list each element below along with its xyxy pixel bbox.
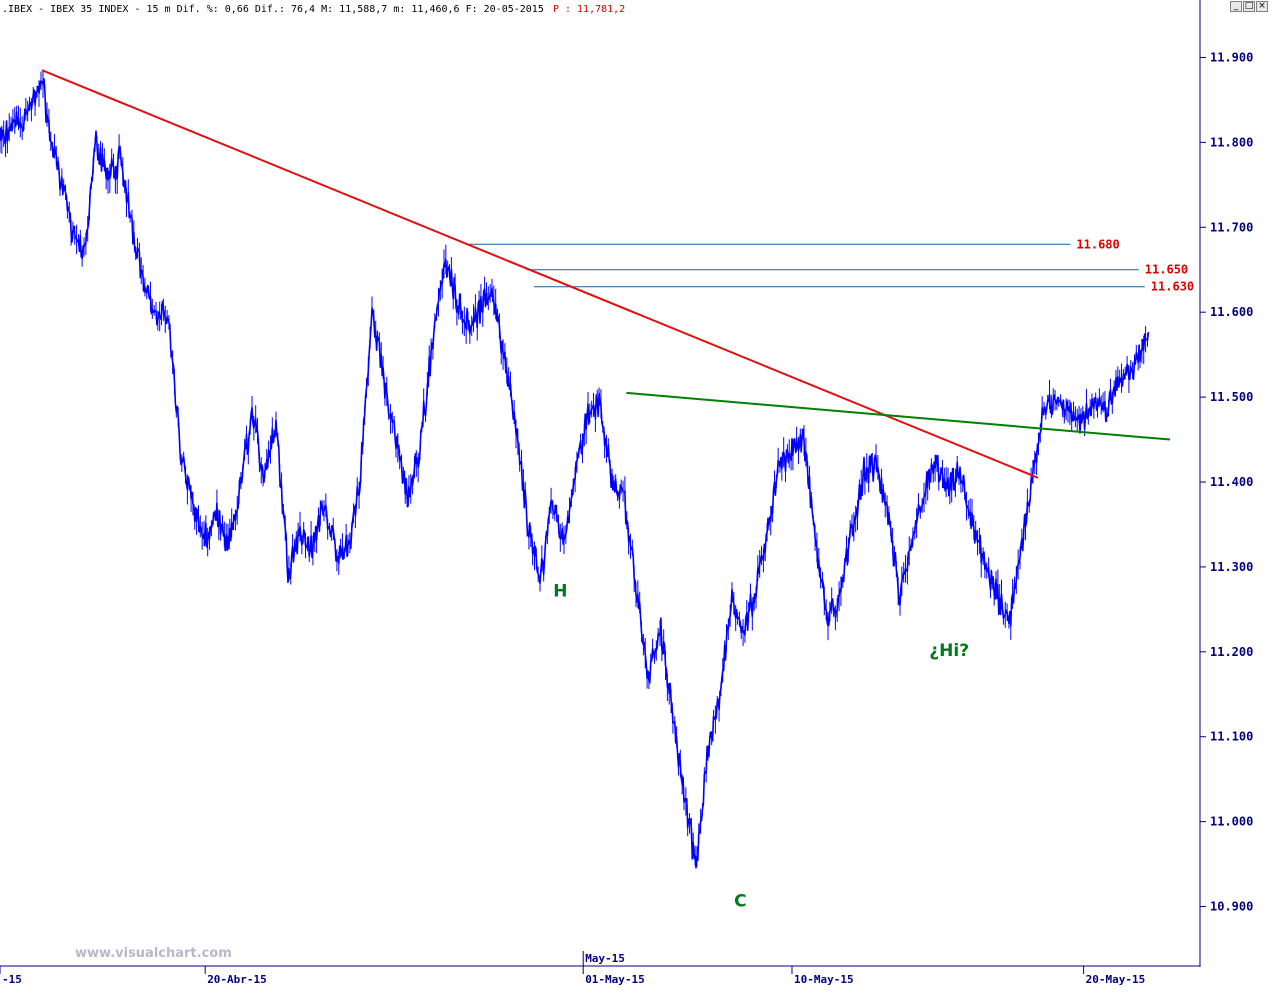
x-tick-label: 20-Abr-15 <box>207 973 267 986</box>
level-label: 11.650 <box>1145 263 1188 277</box>
header-info: .IBEX - IBEX 35 INDEX - 15 m Dif. %: 0,6… <box>2 4 544 15</box>
y-tick-label: 11.400 <box>1210 475 1253 489</box>
x-tick-label: 01-May-15 <box>585 973 645 986</box>
price-series-line <box>0 78 1150 869</box>
minimize-button[interactable]: _ <box>1230 1 1242 12</box>
y-tick-label: 11.800 <box>1210 135 1253 149</box>
x-tick-label: 20-May-15 <box>1086 973 1146 986</box>
watermark-text: www.visualchart.com <box>75 946 232 961</box>
level-label: 11.680 <box>1076 237 1119 251</box>
header-p-value: P : 11,781,2 <box>552 4 626 15</box>
y-tick-label: 11.500 <box>1210 390 1253 404</box>
wave-label: H <box>553 582 567 602</box>
y-tick-label: 11.300 <box>1210 560 1253 574</box>
y-tick-label: 11.600 <box>1210 305 1253 319</box>
y-tick-label: 11.200 <box>1210 645 1253 659</box>
x-tick-label: 10-May-15 <box>794 973 854 986</box>
maximize-button[interactable]: □ <box>1243 1 1255 12</box>
y-tick-label: 10.900 <box>1210 900 1253 914</box>
y-tick-label: 11.000 <box>1210 815 1253 829</box>
chart-header: .IBEX - IBEX 35 INDEX - 15 m Dif. %: 0,6… <box>2 0 626 15</box>
y-tick-label: 11.700 <box>1210 220 1253 234</box>
close-button[interactable]: × <box>1256 1 1268 12</box>
green-neckline <box>626 391 1171 441</box>
wave-label: C <box>734 892 746 912</box>
month-label: May-15 <box>585 952 625 965</box>
red-trendline <box>41 69 1039 479</box>
y-tick-label: 11.100 <box>1210 730 1253 744</box>
y-tick-label: 11.900 <box>1210 50 1253 64</box>
x-tick-label: -15 <box>2 973 22 986</box>
level-label: 11.630 <box>1151 280 1194 294</box>
wave-label: ¿Hi? <box>929 641 969 661</box>
